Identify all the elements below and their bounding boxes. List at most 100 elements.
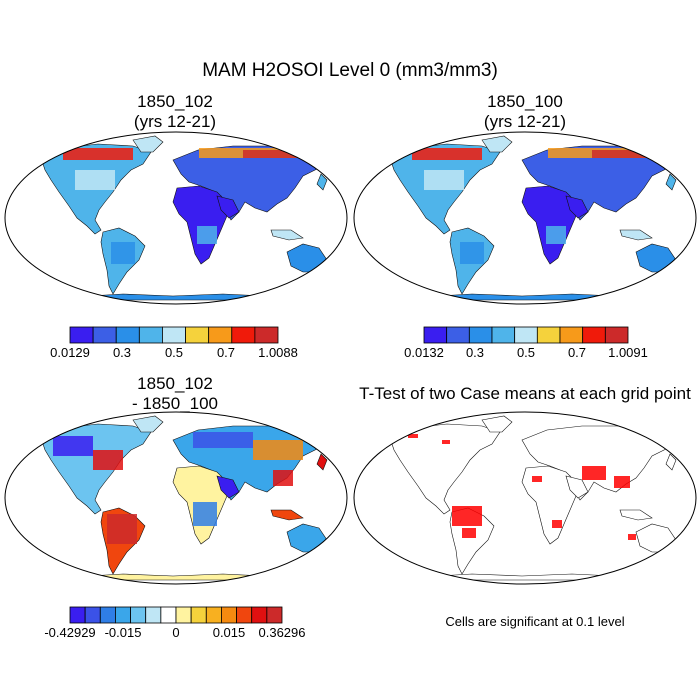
colorbar-box — [491, 326, 516, 344]
panel-3-title-line2: - 1850_100 — [131, 394, 219, 413]
landmass-indonesia — [270, 509, 304, 521]
data-patch — [273, 470, 293, 486]
colorbar-box — [236, 606, 253, 624]
colorbar-box — [446, 326, 470, 344]
colorbar-label: 0.5 — [165, 345, 183, 360]
colorbar-label: 0.015 — [213, 625, 246, 640]
data-patch — [460, 242, 484, 264]
panel-4-title: T-Test of two Case means at each grid po… — [359, 384, 691, 403]
map-land-p4 — [389, 415, 677, 581]
data-patch — [592, 150, 662, 158]
landmass-arabia — [216, 475, 240, 499]
map-panel-1 — [4, 131, 348, 305]
landmass-japan — [665, 173, 677, 191]
data-patch — [243, 150, 313, 158]
data-patch — [552, 520, 562, 528]
colorbar-box — [69, 606, 86, 624]
data-patch — [75, 170, 115, 190]
colorbar-box — [92, 326, 117, 344]
data-patch — [628, 534, 636, 540]
landmass-australia — [286, 243, 328, 273]
landmass-greenland — [132, 135, 164, 153]
landmass-arabia — [565, 195, 589, 219]
map-border — [353, 411, 697, 585]
data-patch — [532, 476, 542, 482]
map-land-p2 — [389, 135, 677, 301]
colorbar-box — [185, 326, 210, 344]
panel-3-title: 1850_102 - 1850_100 — [75, 374, 275, 414]
landmass-arabia — [216, 195, 240, 219]
data-patch — [253, 440, 303, 460]
colorbar-box — [582, 326, 606, 344]
panel-1-title: 1850_102 (yrs 12-21) — [75, 92, 275, 132]
landmass-antarctica — [88, 573, 266, 581]
colorbar-box — [254, 326, 279, 344]
landmass-antarctica — [437, 573, 615, 581]
colorbar-box — [162, 326, 186, 344]
colorbar-panel-1: 0.0129 0.3 0.5 0.7 1.0088 — [50, 326, 298, 360]
data-patch — [462, 528, 476, 538]
colorbar-box — [251, 606, 268, 624]
map-land-p3 — [40, 415, 328, 581]
map-panel-3 — [4, 411, 348, 585]
colorbar-label: 0.36296 — [259, 625, 306, 640]
data-patch — [546, 226, 566, 244]
colorbar-box — [536, 326, 561, 344]
landmass-africa — [521, 185, 577, 265]
landmass-japan — [665, 453, 677, 471]
landmass-north-america — [389, 423, 501, 515]
colorbar-box — [175, 606, 192, 624]
colorbar-label: 0.0132 — [404, 345, 444, 360]
map-border — [4, 131, 348, 305]
map-land-p1 — [40, 135, 328, 301]
colorbar-box — [231, 326, 256, 344]
colorbar-box — [99, 606, 116, 624]
data-patch — [53, 436, 93, 456]
colorbar-box — [468, 326, 493, 344]
colorbar-panel-2: 0.0132 0.3 0.5 0.7 1.0091 — [404, 326, 648, 360]
map-border — [4, 411, 348, 585]
panel-2-title: 1850_100 (yrs 12-21) — [425, 92, 625, 132]
data-patch — [442, 440, 450, 444]
landmass-indonesia — [270, 229, 304, 241]
map-border — [353, 131, 697, 305]
colorbar-box — [559, 326, 584, 344]
landmass-africa — [172, 185, 228, 265]
colorbar-label: 0.7 — [568, 345, 586, 360]
colorbar-label: 0.7 — [217, 345, 235, 360]
colorbar-box — [205, 606, 222, 624]
landmass-africa — [521, 465, 577, 545]
landmass-australia — [635, 523, 677, 553]
landmass-japan — [316, 453, 328, 471]
landmass-antarctica — [437, 293, 615, 301]
data-patch — [111, 242, 135, 264]
colorbar-label: -0.015 — [105, 625, 142, 640]
landmass-indonesia — [619, 509, 653, 521]
colorbar-label: 0.3 — [113, 345, 131, 360]
panel-2-title-line2: (yrs 12-21) — [483, 112, 567, 131]
colorbar-label: 0.3 — [466, 345, 484, 360]
map-panel-2 — [353, 131, 697, 305]
colorbar-label: 1.0091 — [608, 345, 648, 360]
colorbar-box — [266, 606, 283, 624]
colorbar-label: 1.0088 — [258, 345, 298, 360]
colorbar-panel-3: -0.42929 -0.015 0 0.015 0.36296 — [44, 606, 306, 640]
colorbar-box — [84, 606, 101, 624]
colorbar-box — [514, 326, 538, 344]
data-patch — [412, 148, 482, 160]
colorbar-box — [160, 606, 177, 624]
panel-2-title-line1: 1850_100 — [487, 92, 563, 111]
landmass-indonesia — [619, 229, 653, 241]
data-patch — [93, 450, 123, 470]
panel-3-title-line1: 1850_102 — [137, 374, 213, 393]
data-patch — [193, 502, 217, 526]
colorbar-box — [604, 326, 629, 344]
colorbar-box — [115, 606, 131, 624]
colorbar-label: -0.42929 — [44, 625, 95, 640]
landmass-greenland — [132, 415, 164, 433]
colorbar-label: 0.5 — [517, 345, 535, 360]
colorbar-label: 0 — [172, 625, 179, 640]
data-patch — [193, 432, 253, 448]
data-patch — [107, 514, 137, 544]
colorbar-box — [130, 606, 147, 624]
